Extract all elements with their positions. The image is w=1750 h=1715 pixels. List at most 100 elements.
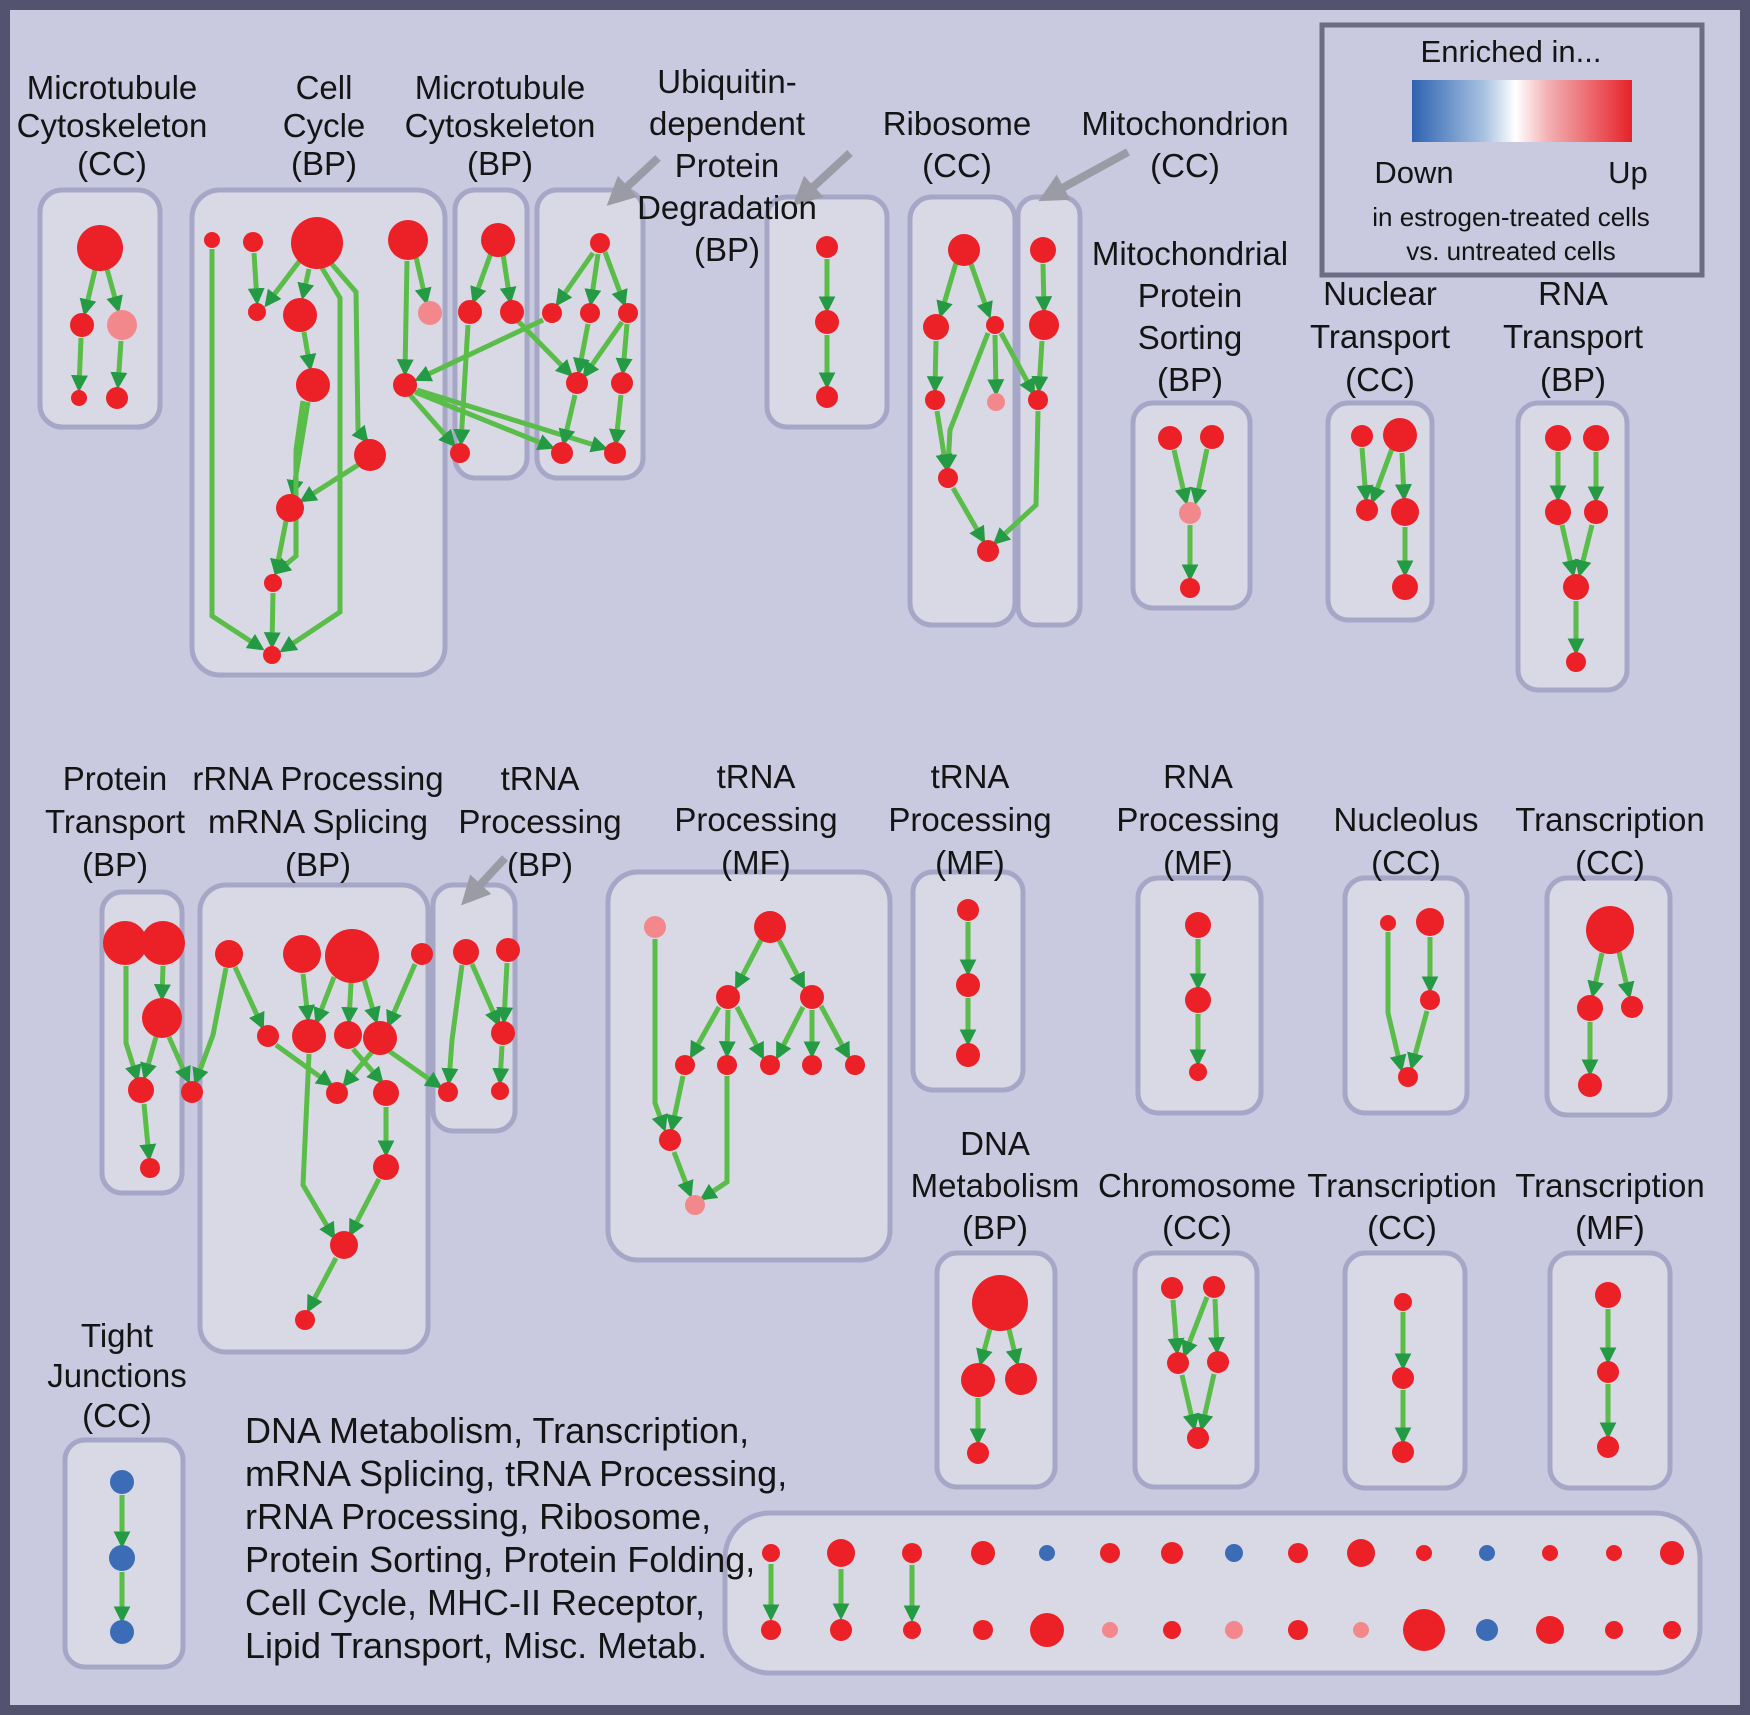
cluster-label-rna-processing-mf: RNA Processing (MF)	[1116, 758, 1279, 881]
nodes-layer	[70, 217, 1684, 1651]
edge-69	[361, 978, 381, 1025]
go-term-node-chromosome-111	[1161, 1277, 1183, 1299]
go-term-node-nucleolus-99	[1380, 915, 1396, 931]
go-term-node-bottom-bot-12	[1536, 1616, 1564, 1644]
cluster-label-line-transcription-cc-row2-0: Transcription	[1515, 801, 1705, 838]
go-term-node-transcription-cc-3-116	[1394, 1293, 1412, 1311]
go-term-node-bottom-top-3	[971, 1541, 995, 1565]
go-term-node-microtubule-cc-2	[107, 310, 137, 340]
go-term-node-trna-mf-1-91	[659, 1129, 681, 1151]
cluster-label-line-microtubule-cytoskeleton-bp-2: (BP)	[467, 145, 533, 182]
edge-105	[976, 1328, 993, 1367]
cluster-label-line-nucleolus-cc-0: Nucleolus	[1334, 801, 1479, 838]
go-term-node-ribosome-cc-39	[977, 540, 999, 562]
cluster-box-rna-transport	[1515, 400, 1630, 693]
cluster-label-line-trna-processing-bp-0: tRNA	[501, 760, 580, 797]
go-term-node-rrna-mrna-67	[411, 943, 433, 965]
cluster-label-line-transcription-mf-0: Transcription	[1515, 1167, 1705, 1204]
edge-1	[104, 268, 123, 314]
edge-103	[1616, 951, 1635, 1000]
go-term-node-trna-bp-81	[491, 1082, 509, 1100]
go-term-node-rrna-mrna-74	[373, 1154, 399, 1180]
go-term-node-bottom-top-7	[1225, 1544, 1243, 1562]
go-term-node-bottom-top-8	[1288, 1543, 1308, 1563]
go-term-node-microtubule-bp-20	[500, 300, 524, 324]
edge-25	[453, 324, 471, 447]
cluster-label-line-trna-processing-mf-1-0: tRNA	[717, 758, 796, 795]
go-term-node-rna-transport-52	[1545, 425, 1571, 451]
go-term-node-rrna-mrna-69	[292, 1019, 326, 1053]
cluster-label-line-rrna-processing-mrna-splicing-bp-0: rRNA Processing	[192, 760, 443, 797]
go-term-node-bottom-bot-8	[1288, 1620, 1308, 1640]
go-term-node-trna-mf-1-89	[802, 1055, 822, 1075]
cluster-label-trna-processing-mf-1: tRNA Processing (MF)	[674, 758, 837, 881]
edge-19	[414, 389, 555, 451]
cluster-label-line-transcription-mf-1: (MF)	[1575, 1209, 1645, 1246]
go-term-node-bottom-top-6	[1161, 1542, 1183, 1564]
edge-62	[166, 1035, 191, 1084]
go-term-node-transcription-cc-2-103	[1586, 906, 1634, 954]
go-term-node-bottom-top-14	[1660, 1541, 1684, 1565]
go-term-node-tight-junctions-122	[110, 1470, 134, 1494]
edge-88	[775, 1005, 806, 1060]
edge-9	[279, 266, 343, 653]
edge-18	[414, 317, 545, 382]
edge-44	[992, 410, 1041, 545]
cluster-boxes-layer	[37, 187, 1703, 1676]
misc-text-line-5: Lipid Transport, Misc. Metab.	[245, 1625, 707, 1666]
go-term-node-trna-mf-2-93	[957, 899, 979, 921]
edge-41	[934, 410, 953, 472]
go-term-node-cell-cycle-16	[264, 574, 282, 592]
edges-layer	[71, 249, 1635, 1624]
cluster-label-line-ubiquitin-degradation-bp-1: dependent	[649, 105, 805, 142]
edge-90	[818, 1004, 851, 1060]
edge-68	[341, 982, 359, 1025]
go-term-node-bottom-top-4	[1039, 1545, 1055, 1561]
cluster-label-line-mitochondrial-protein-sorting-bp-1: Protein	[1138, 277, 1243, 314]
go-term-node-dna-metabolism-108	[961, 1363, 995, 1397]
edge-24	[499, 253, 517, 305]
edge-112	[1196, 1373, 1217, 1432]
cluster-label-line-transcription-cc-row3-0: Transcription	[1307, 1167, 1497, 1204]
go-term-node-cell-cycle-9	[248, 303, 266, 321]
go-term-node-ribosome-cc-35	[986, 316, 1004, 334]
go-term-node-microtubule-cc-1	[70, 313, 94, 337]
edge-36	[936, 262, 959, 319]
edge-85	[689, 1005, 722, 1059]
edge-65	[232, 965, 265, 1030]
legend-down-label: Down	[1374, 155, 1453, 190]
go-term-node-trna-mf-1-85	[800, 985, 824, 1009]
go-term-node-cell-cycle-7	[291, 217, 343, 269]
cluster-label-transcription-cc-row2: Transcription (CC)	[1515, 801, 1705, 881]
go-term-node-chromosome-112	[1203, 1276, 1225, 1298]
edge-30	[582, 320, 625, 379]
label-arrows-layer	[461, 148, 1130, 906]
go-term-node-bottom-bot-13	[1605, 1621, 1623, 1639]
cluster-label-line-microtubule-cytoskeleton-cc-1: Cytoskeleton	[17, 107, 208, 144]
go-term-node-mitochondrion-cc-42	[1028, 390, 1048, 410]
cluster-box-transcription-cc-2	[1544, 875, 1673, 1118]
go-term-node-protein-transport-58	[103, 921, 147, 965]
cluster-label-dna-metabolism-bp: DNA Metabolism (BP)	[911, 1125, 1080, 1246]
go-term-node-ribosome-cc-38	[938, 468, 958, 488]
edge-79	[469, 962, 501, 1027]
go-term-node-rna-transport-55	[1584, 500, 1608, 524]
misc-text-line-2: rRNA Processing, Ribosome,	[245, 1496, 711, 1537]
go-term-node-tight-junctions-123	[109, 1545, 135, 1571]
cluster-label-ribosome-cc: Ribosome (CC)	[883, 105, 1032, 184]
edge-31	[615, 323, 633, 376]
cluster-box-microtubule-cc	[37, 187, 163, 430]
go-term-node-trna-mf-1-82	[644, 916, 666, 938]
cluster-label-line-chromosome-cc-1: (CC)	[1162, 1209, 1232, 1246]
go-term-node-microtubule-cc-4	[106, 387, 128, 409]
go-term-node-transcription-mf-119	[1595, 1282, 1621, 1308]
go-term-node-cell-cycle-5	[204, 232, 220, 248]
arrow-to-ubiquitin-box	[606, 155, 661, 206]
edge-92	[666, 1075, 686, 1133]
go-term-node-rna-transport-57	[1566, 652, 1586, 672]
go-term-node-ubiquitin-bp-26	[566, 372, 588, 394]
edge-57	[1574, 524, 1595, 578]
legend-title: Enriched in...	[1421, 34, 1602, 69]
edge-50	[1356, 447, 1374, 503]
cluster-label-line-nuclear-transport-cc-1: Transport	[1310, 318, 1450, 355]
